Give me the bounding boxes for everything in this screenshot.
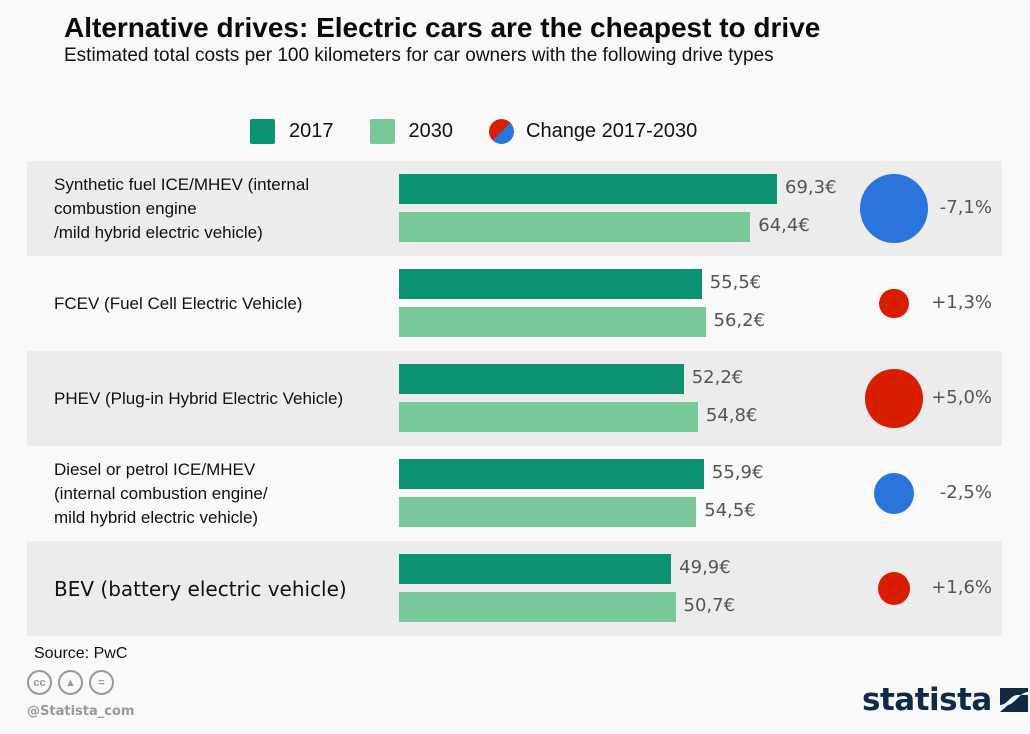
by-attribution-icon: ▲ xyxy=(58,670,83,695)
change-bubble xyxy=(877,572,911,605)
change-label: +1,3% xyxy=(931,292,992,313)
bar-2030 xyxy=(399,592,676,622)
legend-item-change: Change 2017-2030 xyxy=(489,118,698,144)
change-label: -2,5% xyxy=(939,482,992,503)
change-label: +5,0% xyxy=(931,387,992,408)
legend-label-2030: 2030 xyxy=(408,119,454,142)
change-bubble xyxy=(873,472,915,515)
bar-2030 xyxy=(399,307,706,337)
bar-2030 xyxy=(399,402,698,432)
category-label: PHEV (Plug-in Hybrid Electric Vehicle) xyxy=(54,351,404,446)
chart-plot-area: Synthetic fuel ICE/MHEV (internal combust… xyxy=(27,161,1002,636)
no-derivatives-icon: = xyxy=(89,670,114,695)
value-label-2030: 64,4€ xyxy=(758,215,810,236)
category-row: PHEV (Plug-in Hybrid Electric Vehicle) 52… xyxy=(27,351,1002,446)
category-label-line: combustion engine xyxy=(54,198,197,218)
category-label-line: Synthetic fuel ICE/MHEV (internal xyxy=(54,174,310,194)
legend-item-2030: 2030 xyxy=(369,118,454,144)
value-label-2030: 50,7€ xyxy=(683,595,736,616)
category-label-line: mild hybrid electric vehicle) xyxy=(54,507,259,527)
source-note: Source: PwC xyxy=(34,645,128,662)
legend-item-2017: 2017 xyxy=(250,118,334,144)
change-bubble xyxy=(860,173,928,244)
bar-2030 xyxy=(399,497,697,527)
category-label: Synthetic fuel ICE/MHEV (internal combust… xyxy=(54,161,404,256)
category-row: FCEV (Fuel Cell Electric Vehicle) 55,5€ 56… xyxy=(27,256,1002,351)
category-row: Diesel or petrol ICE/MHEV (internal combu… xyxy=(27,446,1002,541)
bar-2030 xyxy=(399,212,751,242)
category-label: Diesel or petrol ICE/MHEV (internal combu… xyxy=(54,446,404,541)
value-label-2017: 52,2€ xyxy=(691,367,744,388)
bar-2017 xyxy=(399,364,684,394)
legend: 2017 2030 Change 2017-2030 xyxy=(250,116,733,146)
legend-label-2017: 2017 xyxy=(289,119,334,142)
category-label-line: /mild hybrid electric vehicle) xyxy=(54,222,263,242)
legend-change-circle-icon xyxy=(489,118,514,144)
change-label: +1,6% xyxy=(931,577,992,598)
legend-swatch-2017 xyxy=(250,118,275,144)
chart-title: Alternative drives: Electric cars are th… xyxy=(64,12,821,43)
value-label-2030: 56,2€ xyxy=(713,310,766,331)
value-label-2017: 55,5€ xyxy=(709,272,762,293)
category-label: BEV (battery electric vehicle) xyxy=(54,541,404,636)
change-label: -7,1% xyxy=(939,197,992,218)
category-row: BEV (battery electric vehicle) 49,9€ 50,7€… xyxy=(27,541,1002,636)
category-label: FCEV (Fuel Cell Electric Vehicle) xyxy=(54,256,404,351)
category-label-line: PHEV (Plug-in Hybrid Electric Vehicle) xyxy=(54,388,344,408)
category-label-line: Diesel or petrol ICE/MHEV xyxy=(54,459,256,479)
category-label-line: (internal combustion engine/ xyxy=(54,483,268,503)
category-label-line: FCEV (Fuel Cell Electric Vehicle) xyxy=(54,293,303,313)
statista-logo: statista xyxy=(862,682,1028,718)
value-label-2030: 54,8€ xyxy=(705,405,758,426)
license-icons: cc ▲ = xyxy=(27,670,120,695)
legend-swatch-2030 xyxy=(369,118,395,144)
chart-subtitle: Estimated total costs per 100 kilometers… xyxy=(64,45,774,66)
change-bubble xyxy=(879,288,909,319)
bar-2017 xyxy=(399,174,777,204)
legend-label-change: Change 2017-2030 xyxy=(526,119,698,142)
value-label-2017: 55,9€ xyxy=(711,462,764,483)
bar-2017 xyxy=(399,269,702,299)
category-label-line: BEV (battery electric vehicle) xyxy=(54,576,347,601)
category-row: Synthetic fuel ICE/MHEV (internal combust… xyxy=(27,161,1002,256)
brand-wordmark: statista xyxy=(862,682,992,718)
bar-2017 xyxy=(399,459,704,489)
change-bubble xyxy=(865,369,923,428)
bar-2017 xyxy=(399,554,672,584)
cc-icon: cc xyxy=(27,670,52,695)
value-label-2017: 49,9€ xyxy=(679,557,731,578)
value-label-2017: 69,3€ xyxy=(785,177,837,198)
social-handle: @Statista_com xyxy=(27,704,135,719)
value-label-2030: 54,5€ xyxy=(704,500,756,521)
statista-logo-icon xyxy=(999,688,1028,712)
